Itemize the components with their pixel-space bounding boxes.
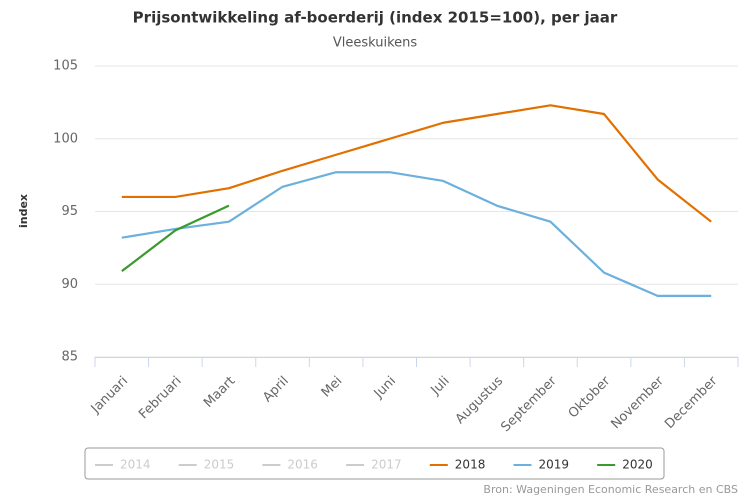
legend-label[interactable]: 2015 [204,458,235,472]
y-tick-label: 90 [61,277,78,292]
legend-label[interactable]: 2018 [455,458,486,472]
x-tick-label: Januari [88,374,131,417]
x-tick-label: Juli [428,374,453,399]
legend-label[interactable]: 2017 [371,458,402,472]
x-tick-label: Maart [201,374,238,411]
x-tick-label: Augustus [453,374,507,428]
series-line [121,104,712,223]
legend-label[interactable]: 2014 [120,458,151,472]
y-tick-label: 85 [61,350,78,365]
legend-label[interactable]: 2020 [622,458,653,472]
y-tick-label: 105 [53,59,78,74]
x-tick-label: Oktober [566,373,614,421]
legend-label[interactable]: 2016 [287,458,318,472]
x-tick-label: Februari [136,374,184,422]
x-tick-label: Juni [371,374,399,402]
source: Bron: Wageningen Economic Research en CB… [483,483,738,496]
series-line [121,204,230,273]
chart-title: Prijsontwikkeling af-boerderij (index 20… [133,9,618,27]
chart-subtitle: Vleeskuikens [333,36,418,51]
x-tick-label: September [498,373,560,435]
x-tick-label: April [260,374,292,406]
x-tick-label: November [608,373,667,432]
x-tick-label: Mei [319,374,346,401]
x-tick-label: December [662,373,721,432]
series-line [121,171,712,297]
y-tick-label: 100 [53,131,78,146]
legend-label[interactable]: 2019 [539,458,570,472]
y-axis-label: index [17,194,30,228]
legend-box [84,447,665,480]
y-tick-label: 95 [61,204,78,219]
